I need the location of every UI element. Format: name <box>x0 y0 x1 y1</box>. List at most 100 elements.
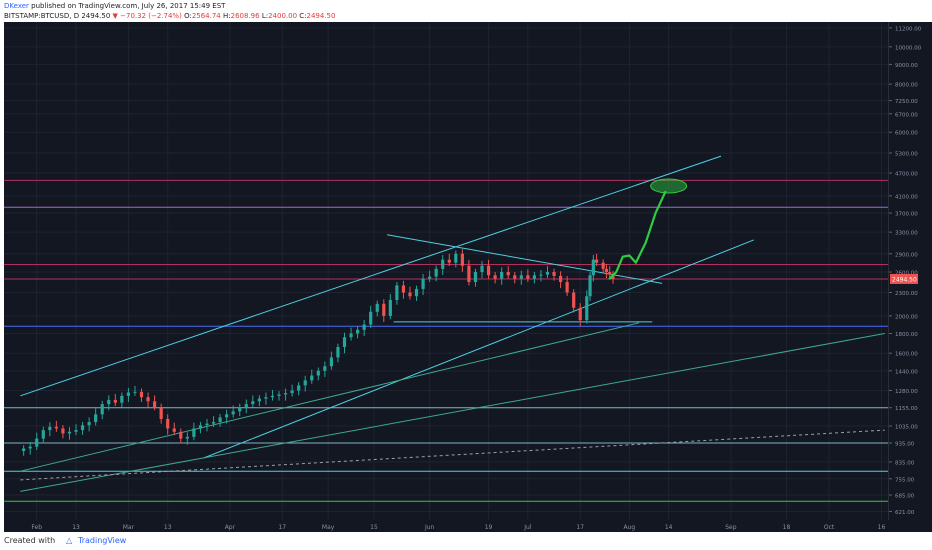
candle-body <box>375 303 379 312</box>
last-price-badge <box>890 273 918 284</box>
author-link[interactable]: DKexer <box>4 2 29 10</box>
price-tick-label: 2900.00 <box>895 252 918 258</box>
candle-body <box>421 278 425 289</box>
price-tick-label: 1155.00 <box>895 406 918 412</box>
candle-body <box>552 272 556 276</box>
symbol-label: BITSTAMP:BTCUSD, D <box>4 12 80 20</box>
time-tick-label: 15 <box>370 524 378 531</box>
tradingview-brand[interactable]: TradingView <box>78 536 127 545</box>
candle-body <box>87 422 91 426</box>
candle-body <box>218 417 222 423</box>
time-tick-label: Aug <box>623 524 635 531</box>
candle-body <box>277 394 281 396</box>
candle-body <box>146 397 150 402</box>
candle-body <box>473 272 478 282</box>
candle-body <box>441 259 445 269</box>
candle-body <box>595 259 599 263</box>
low-value: 2400.00 <box>268 12 298 20</box>
candle-body <box>94 414 98 423</box>
trend-line <box>386 234 663 284</box>
candle-body <box>283 393 288 395</box>
candle-body <box>205 423 209 426</box>
price-tick-label: 3700.00 <box>895 212 918 218</box>
candle-body <box>493 275 497 279</box>
time-tick-label: 14 <box>665 524 673 531</box>
open-value: 2564.74 <box>191 12 221 20</box>
candle-body <box>133 391 137 393</box>
candle-body <box>558 275 563 282</box>
candles <box>22 249 615 456</box>
candle-body <box>572 292 576 308</box>
candle-body <box>382 303 386 316</box>
price-tick-label: 935.00 <box>895 442 915 448</box>
candle-body <box>231 411 235 415</box>
candle-body <box>211 422 216 424</box>
candle-body <box>41 430 45 439</box>
candle-body <box>159 406 163 419</box>
target-ellipse <box>650 178 688 194</box>
candle-body <box>225 414 229 418</box>
candle-body <box>591 259 595 276</box>
candle-body <box>238 406 242 412</box>
candle-body <box>336 347 340 358</box>
candle-body <box>107 399 111 405</box>
candle-body <box>545 272 550 275</box>
price-tick-label: 621.00 <box>895 510 915 516</box>
change-value: ▼ −70.32 (−2.74%) <box>112 12 182 20</box>
trend-line <box>20 155 722 397</box>
price-axis[interactable]: 621.00 685.00 755.00 835.00 935.00 1035.00 115… <box>888 22 932 520</box>
price-tick-label: 1800.00 <box>895 332 918 338</box>
candle-body <box>447 259 451 263</box>
time-tick-label: 13 <box>72 524 80 531</box>
candle-body <box>310 375 314 381</box>
close-value: 2494.50 <box>306 12 336 20</box>
ohlc-line: BITSTAMP:BTCUSD, D 2494.50 ▼ −70.32 (−2.… <box>4 12 335 21</box>
candle-body <box>139 391 144 398</box>
candle-body <box>185 436 189 439</box>
candle-body <box>467 265 471 282</box>
price-tick-label: 9000.00 <box>895 63 918 69</box>
projection-path <box>608 190 667 280</box>
candle-body <box>35 438 39 447</box>
candle-body <box>166 418 170 429</box>
footer: Created with △ TradingView <box>0 532 932 550</box>
candle-body <box>526 275 530 279</box>
candle-body <box>428 276 432 279</box>
open-label: O: <box>184 12 192 20</box>
price-tick-label: 5300.00 <box>895 151 918 157</box>
candle-body <box>264 397 268 399</box>
time-tick-label: 17 <box>278 524 286 531</box>
price-tick-label: 8000.00 <box>895 83 918 89</box>
time-axis[interactable]: Feb 13 Mar 13 Apr 17 May 15 Jun 19 Jul 17 Aug 14 Sep 18… <box>4 520 932 532</box>
trend-line <box>20 333 885 492</box>
candle-body <box>113 399 117 403</box>
high-label: H: <box>223 12 231 20</box>
time-tick-label: 18 <box>783 524 791 531</box>
candle-body <box>356 329 360 334</box>
candle-body <box>460 253 464 266</box>
candle-body <box>401 285 406 293</box>
grid-lines <box>4 22 888 520</box>
price-tick-label: 6700.00 <box>895 112 918 118</box>
price-tick-label: 685.00 <box>895 494 915 500</box>
candle-body <box>519 275 523 279</box>
candle-body <box>257 398 261 402</box>
time-tick-label: Oct <box>824 524 835 531</box>
time-tick-label: Mar <box>123 524 135 531</box>
candle-body <box>329 357 334 367</box>
price-tick-label: 2300.00 <box>895 291 918 297</box>
last-price-label: 2494.50 <box>892 276 917 283</box>
candle-body <box>67 431 72 434</box>
price-tick-label: 1035.00 <box>895 425 918 431</box>
price-tick-label: 1440.00 <box>895 369 918 375</box>
time-tick-label: Apr <box>225 524 236 531</box>
price-tick-label: 7250.00 <box>895 99 918 105</box>
candle-body <box>454 253 458 263</box>
candle-body <box>434 268 438 277</box>
publish-info: published on TradingView.com, July 26, 2… <box>31 2 226 10</box>
price-chart[interactable] <box>4 22 888 520</box>
time-tick-label: 17 <box>576 524 584 531</box>
chart-header: DKexer published on TradingView.com, Jul… <box>0 0 932 22</box>
price-tick-label: 3300.00 <box>895 231 918 237</box>
trend-line <box>20 322 640 472</box>
